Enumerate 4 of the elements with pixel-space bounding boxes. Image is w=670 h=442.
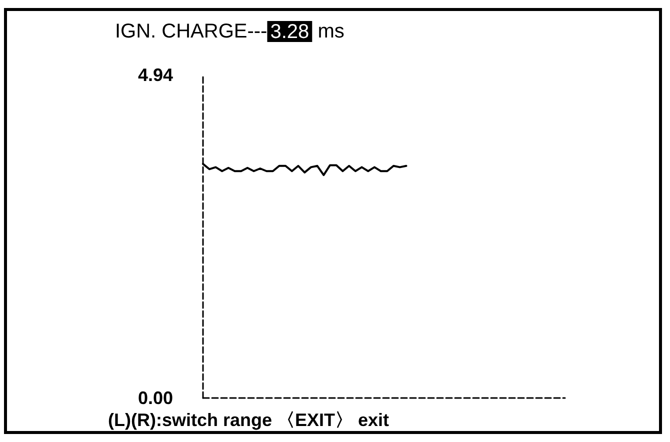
text: (L)(R):switch range 〈EXIT〉 exit [108, 410, 390, 430]
y-tick-label: 4.94 [138, 65, 173, 85]
chart-title: IGN. CHARGE---3.28 ms [115, 20, 344, 43]
y-tick-label: 0.00 [138, 388, 173, 408]
